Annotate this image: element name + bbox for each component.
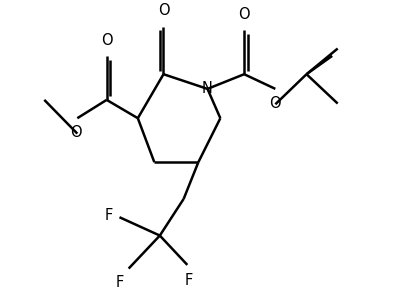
Text: O: O — [239, 7, 250, 22]
Text: O: O — [101, 33, 112, 48]
Text: O: O — [270, 96, 281, 111]
Text: F: F — [185, 273, 193, 288]
Text: O: O — [70, 125, 81, 140]
Text: F: F — [116, 275, 124, 290]
Text: N: N — [202, 81, 213, 96]
Text: O: O — [158, 4, 169, 18]
Text: F: F — [105, 208, 113, 223]
